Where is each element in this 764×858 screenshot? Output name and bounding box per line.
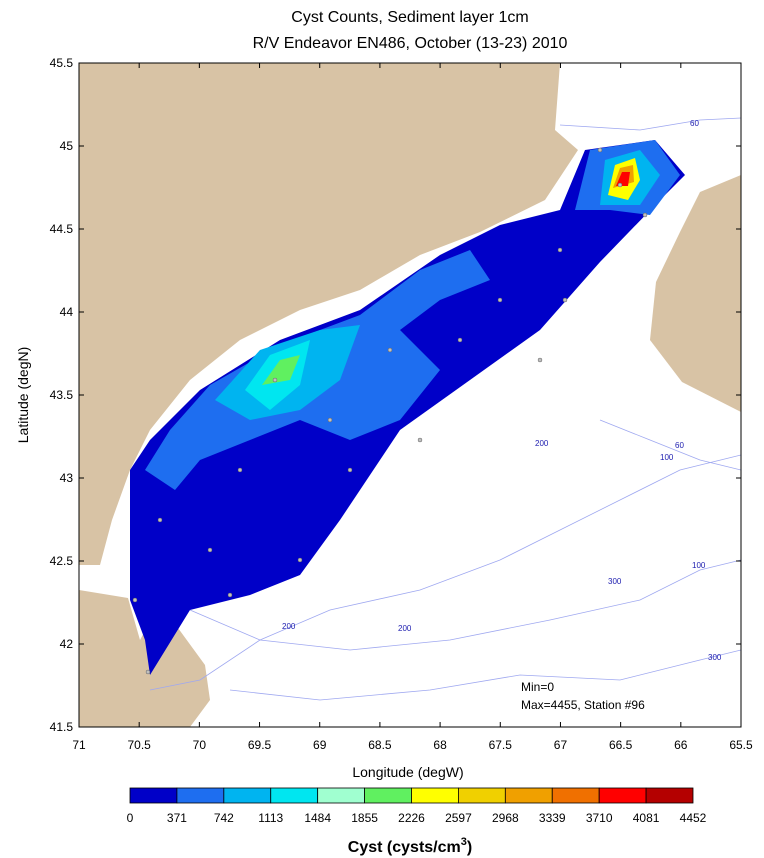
contour-label: 60 — [690, 119, 699, 128]
colorbar-tick-label: 742 — [214, 811, 234, 825]
colorbar-tick-label: 2226 — [398, 811, 425, 825]
cyst-fill — [616, 172, 630, 186]
land — [79, 63, 578, 565]
bathymetry — [189, 559, 741, 651]
x-tick-label: 69.5 — [248, 738, 272, 752]
x-tick-label: 71 — [72, 738, 86, 752]
colorbar-tick-label: 1113 — [258, 811, 283, 825]
x-tick-label: 68.5 — [368, 738, 392, 752]
y-tick-label: 41.5 — [50, 720, 74, 734]
colorbar-tick-label: 2968 — [492, 811, 519, 825]
cyst-fill — [262, 355, 300, 385]
colorbar-label-sup: 3 — [461, 836, 467, 848]
x-tick-label: 67.5 — [489, 738, 513, 752]
x-tick-label: 70 — [193, 738, 207, 752]
colorbar-label-text: Cyst (cysts/cm — [348, 839, 461, 856]
colorbar-label: Cyst (cysts/cm3) — [348, 836, 472, 856]
colorbar-label-text: ) — [467, 839, 472, 856]
contour-label: 60 — [675, 441, 684, 450]
colorbar-tick-label: 0 — [127, 811, 134, 825]
contour-label: 300 — [708, 653, 722, 662]
x-tick-label: 68 — [433, 738, 447, 752]
contour-label: 200 — [282, 622, 296, 631]
contour-label: 200 — [535, 439, 549, 448]
x-tick-label: 70.5 — [128, 738, 152, 752]
colorbar-segment — [176, 787, 225, 804]
y-tick-label: 44 — [60, 305, 74, 319]
x-tick-label: 65.5 — [729, 738, 753, 752]
colorbar-segment — [504, 787, 553, 804]
colorbar-segment — [458, 787, 506, 804]
colorbar-tick-label: 3710 — [586, 811, 613, 825]
colorbar-tick-label: 4081 — [633, 811, 660, 825]
bathymetry — [229, 649, 741, 701]
land — [79, 590, 210, 727]
y-tick-label: 44.5 — [50, 222, 74, 236]
stations — [132, 147, 648, 675]
x-tick-label: 67 — [554, 738, 568, 752]
colorbar-segment — [270, 787, 319, 804]
bathymetry — [599, 419, 741, 471]
colorbar-segment — [223, 787, 272, 804]
y-axis-label: Latitude (degN) — [15, 347, 31, 444]
colorbar-tick-label: 1484 — [304, 811, 331, 825]
colorbar-segment — [645, 787, 694, 804]
bathymetry — [149, 454, 741, 691]
contour-label: 200 — [398, 624, 412, 633]
y-tick-label: 45.5 — [50, 56, 74, 70]
contour-label: 300 — [608, 577, 622, 586]
colorbar-tick-label: 2597 — [445, 811, 472, 825]
colorbar-tick-label: 371 — [167, 811, 187, 825]
contour-label: 100 — [660, 453, 674, 462]
colorbar-segment — [411, 787, 459, 804]
bathymetry — [559, 117, 741, 131]
colorbar-tick-label: 4452 — [680, 811, 707, 825]
annotation: Max=4455, Station #96 — [521, 698, 645, 712]
x-tick-label: 66 — [674, 738, 688, 752]
x-axis-label: Longitude (degW) — [352, 764, 463, 780]
y-tick-label: 45 — [60, 139, 74, 153]
colorbar-segment — [129, 787, 178, 804]
contour-label: 100 — [692, 561, 706, 570]
y-tick-label: 43.5 — [50, 388, 74, 402]
x-tick-label: 69 — [313, 738, 327, 752]
colorbar-segment — [598, 787, 647, 804]
y-tick-label: 42 — [60, 637, 74, 651]
colorbar-tick-label: 3339 — [539, 811, 566, 825]
x-tick-label: 66.5 — [609, 738, 633, 752]
colorbar-segment — [551, 787, 600, 804]
land — [650, 175, 741, 412]
annotation: Min=0 — [521, 680, 554, 694]
y-tick-label: 42.5 — [50, 554, 74, 568]
colorbar-tick-label: 1855 — [351, 811, 378, 825]
y-tick-label: 43 — [60, 471, 74, 485]
title-line: R/V Endeavor EN486, October (13-23) 2010 — [253, 35, 568, 52]
colorbar-segment — [317, 787, 365, 804]
title-line: Cyst Counts, Sediment layer 1cm — [291, 9, 528, 26]
colorbar-segment — [364, 787, 412, 804]
map-area: 60 60 100 100 200 200 200 300 300 Min=0 … — [79, 63, 741, 727]
